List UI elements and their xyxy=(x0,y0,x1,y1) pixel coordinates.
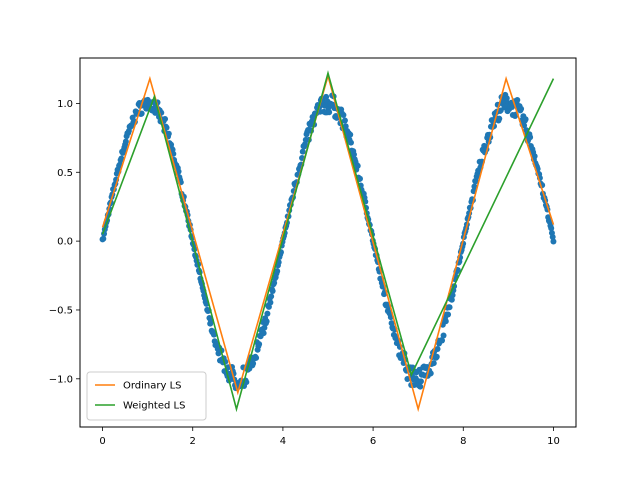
scatter-point xyxy=(550,238,557,245)
scatter-point xyxy=(256,341,263,348)
scatter-point xyxy=(440,332,447,339)
scatter-point xyxy=(271,279,278,286)
scatter-point xyxy=(342,123,349,130)
legend-label: Weighted LS xyxy=(123,401,185,412)
scatter-point xyxy=(122,138,129,145)
x-tick-label: 4 xyxy=(280,436,286,447)
scatter-point xyxy=(434,346,441,353)
x-tick-label: 10 xyxy=(547,436,560,447)
legend: Ordinary LS Weighted LS xyxy=(86,371,207,421)
y-tick-label: 0.5 xyxy=(57,168,73,179)
scatter-point xyxy=(162,116,169,123)
scatter-point xyxy=(261,324,268,331)
scatter-point xyxy=(267,299,274,306)
scatter-point xyxy=(514,96,521,103)
scatter-point xyxy=(347,139,354,146)
scatter-point xyxy=(522,116,529,123)
scatter-point xyxy=(448,296,455,303)
scatter-point xyxy=(503,95,510,102)
y-tick-label: −1.0 xyxy=(49,374,73,385)
y-tick-label: 1.0 xyxy=(57,99,73,110)
y-axis-ticks: −1.0 −0.5 0.0 0.5 1.0 xyxy=(49,99,80,385)
scatter-point xyxy=(210,331,217,338)
scatter-point xyxy=(531,153,538,160)
scatter-point xyxy=(274,268,281,275)
scatter-point xyxy=(549,233,556,240)
scatter-point xyxy=(250,360,257,367)
scatter-point xyxy=(264,310,271,317)
scatter-point xyxy=(350,151,357,158)
scatter-point xyxy=(518,105,525,112)
scatter-point xyxy=(430,360,437,367)
scatter-point xyxy=(496,115,503,122)
scatter-point xyxy=(341,117,348,124)
scatter-point xyxy=(138,110,145,117)
scatter-point xyxy=(269,287,276,294)
x-tick-label: 8 xyxy=(460,436,466,447)
scatter-point xyxy=(527,134,534,141)
scatter-point xyxy=(356,175,363,182)
x-tick-label: 0 xyxy=(99,436,105,447)
scatter-point xyxy=(260,330,267,337)
scatter-point xyxy=(417,383,424,390)
y-tick-label: −0.5 xyxy=(49,305,73,316)
scatter-point xyxy=(548,225,555,232)
scatter-point xyxy=(354,162,361,169)
scatter-point xyxy=(268,293,275,300)
scatter-point xyxy=(100,235,107,242)
scatter-point xyxy=(253,354,260,361)
scatter-point xyxy=(427,370,434,377)
scatter-point xyxy=(323,93,330,100)
y-tick-label: 0.0 xyxy=(57,237,73,248)
scatter-point xyxy=(326,109,333,116)
fit-lines xyxy=(101,70,555,413)
scatter-point xyxy=(439,337,446,344)
scatter-point xyxy=(433,353,440,360)
scatter-point xyxy=(417,378,424,385)
scatter-point xyxy=(299,148,306,155)
scatter-point xyxy=(445,311,452,318)
x-tick-label: 2 xyxy=(190,436,196,447)
scatter-point xyxy=(471,183,478,190)
axes-frame xyxy=(79,57,577,428)
scatter-point xyxy=(165,130,172,137)
scatter-point xyxy=(118,155,125,162)
scatter-point xyxy=(347,131,354,138)
series-line-weighted-ls xyxy=(101,70,555,413)
legend-box xyxy=(86,371,207,421)
scatter-point xyxy=(472,178,479,185)
x-tick-label: 6 xyxy=(370,436,376,447)
scatter-point xyxy=(340,111,347,118)
scatter-point xyxy=(446,304,453,311)
legend-label: Ordinary LS xyxy=(123,381,182,392)
scatter-point xyxy=(163,124,170,131)
scatter-point xyxy=(263,318,270,325)
scatter-point xyxy=(442,318,449,325)
x-axis-ticks: 0 2 4 6 8 10 xyxy=(99,427,560,447)
